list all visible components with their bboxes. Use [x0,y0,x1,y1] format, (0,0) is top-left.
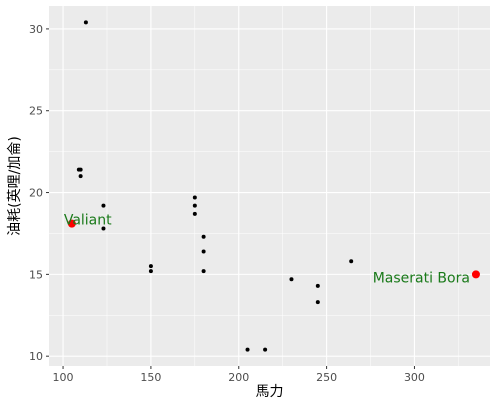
data-point [192,211,197,216]
data-point [148,264,153,269]
x-tick-label: 100 [53,371,74,384]
highlight-point [471,270,480,279]
data-point [289,277,294,282]
data-point [315,283,320,288]
y-axis-title: 油耗(英哩/加侖) [6,136,23,236]
data-point [201,234,206,239]
highlighted-points: Valiant Maserati Bora [64,213,480,286]
data-point [349,259,354,264]
y-tick-label: 30 [29,23,43,36]
data-point [245,347,250,352]
data-point [148,269,153,274]
x-tick-label: 300 [404,371,425,384]
y-tick-label: 10 [29,350,43,363]
grid-major [49,6,490,366]
y-tick-label: 25 [29,105,43,118]
grid-minor [49,6,490,366]
data-point [192,203,197,208]
data-point [83,20,88,25]
x-tick-label: 150 [140,371,161,384]
data-point [101,226,106,231]
x-tick-label: 250 [316,371,337,384]
x-axis-ticks: 100 150 200 250 300 [53,366,425,384]
highlight-label: Maserati Bora [373,270,470,286]
y-tick-label: 20 [29,187,43,200]
highlight-point [67,219,76,228]
data-points [76,20,354,352]
data-point [78,167,83,172]
x-axis-title: 馬力 [256,384,284,400]
data-point [263,347,268,352]
data-point [201,269,206,274]
data-point [315,300,320,305]
x-tick-label: 200 [228,371,249,384]
data-point [101,203,106,208]
y-axis-ticks: 10 15 20 25 30 [29,23,49,363]
data-point [192,195,197,200]
y-tick-label: 15 [29,268,43,281]
plot-panel [49,6,490,366]
data-point [78,174,83,179]
data-point [201,249,206,254]
highlight-label: Valiant [64,213,112,229]
